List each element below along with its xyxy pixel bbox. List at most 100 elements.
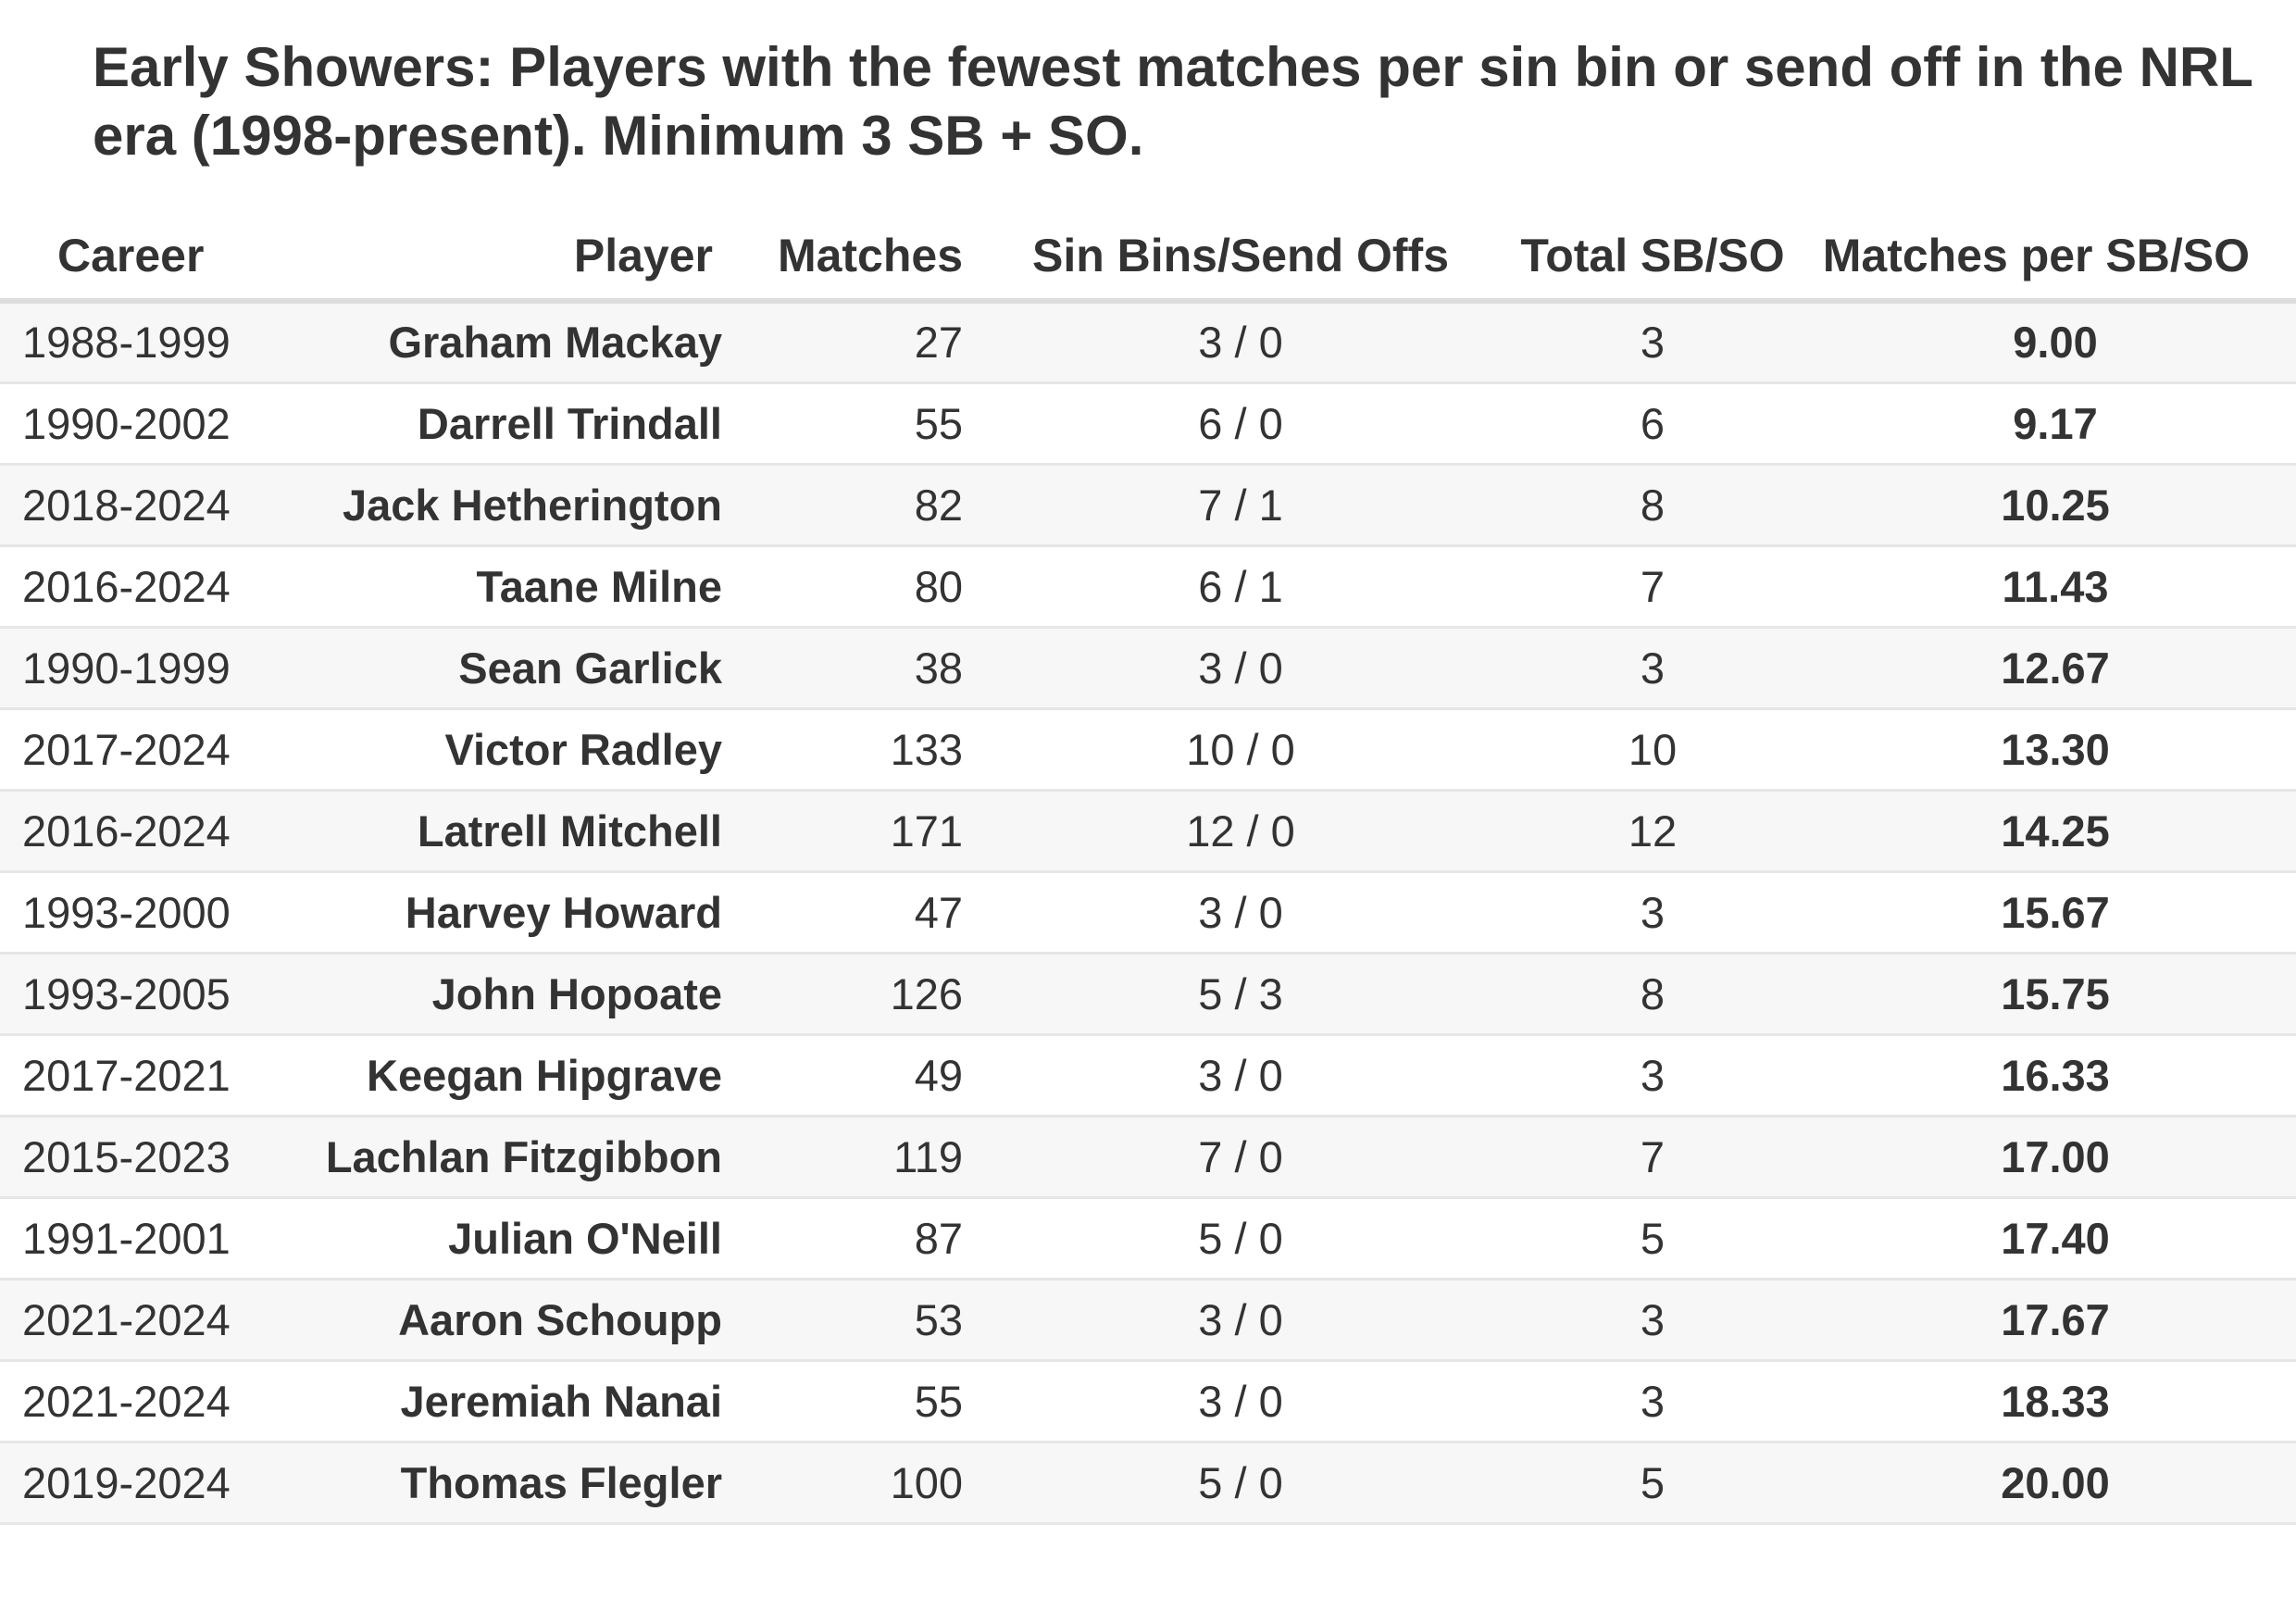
matches-cell: 87 — [914, 1213, 963, 1263]
total-sb-so-cell: 5 — [1640, 1457, 1666, 1507]
chart-title: Early Showers: Players with the fewest m… — [93, 33, 2259, 170]
career-cell: 2017-2021 — [22, 1050, 231, 1100]
career-cell: 1990-1999 — [22, 643, 231, 693]
career-cell: 1988-1999 — [22, 318, 231, 368]
career-cell: 2016-2024 — [22, 806, 231, 855]
matches-per-sb-so-cell: 17.67 — [2001, 1294, 2110, 1344]
matches-per-sb-so-cell: 20.00 — [2001, 1457, 2110, 1507]
column-header-total-sb-so: Total SB/SO — [1500, 213, 1805, 304]
total-sb-so-cell: 3 — [1640, 887, 1666, 937]
matches-per-sb-so-cell: 14.25 — [2001, 806, 2110, 855]
total-sb-so-cell: 3 — [1640, 1050, 1666, 1100]
sin-bins-send-offs-cell: 3 / 0 — [1198, 643, 1283, 693]
player-name-cell: Aaron Schoupp — [398, 1294, 722, 1344]
sin-bins-send-offs-cell: 3 / 0 — [1198, 1376, 1283, 1426]
matches-per-sb-so-cell: 17.40 — [2001, 1213, 2110, 1263]
total-sb-so-cell: 3 — [1640, 643, 1666, 693]
sin-bins-send-offs-cell: 6 / 0 — [1198, 398, 1283, 448]
matches-cell: 47 — [914, 887, 963, 937]
total-sb-so-cell: 8 — [1640, 480, 1666, 530]
player-name-cell: Latrell Mitchell — [417, 806, 722, 855]
table-header: Career Player Matches Sin Bins/Send Offs… — [0, 213, 2296, 304]
career-cell: 1993-2005 — [22, 968, 231, 1018]
career-cell: 2018-2024 — [22, 480, 231, 530]
total-sb-so-cell: 12 — [1628, 806, 1678, 855]
matches-cell: 133 — [890, 724, 963, 774]
total-sb-so-cell: 7 — [1640, 1131, 1666, 1181]
table-row: 2015-2023 Lachlan Fitzgibbon 119 7 / 0 7 17.0… — [0, 1116, 2296, 1197]
career-cell: 2017-2024 — [22, 724, 231, 774]
table-row: 1990-1999 Sean Garlick 38 3 / 0 3 12.67 — [0, 627, 2296, 708]
matches-cell: 53 — [914, 1294, 963, 1344]
table-row: 2017-2021 Keegan Hipgrave 49 3 / 0 3 16.33 — [0, 1034, 2296, 1116]
table-row: 2019-2024 Thomas Flegler 100 5 / 0 5 20.00 — [0, 1442, 2296, 1523]
player-name-cell: Taane Milne — [476, 561, 722, 611]
table-row: 1991-2001 Julian O'Neill 87 5 / 0 5 17.40 — [0, 1197, 2296, 1279]
matches-per-sb-so-cell: 12.67 — [2001, 643, 2110, 693]
column-header-sin-bins-send-offs: Sin Bins/Send Offs — [981, 213, 1500, 304]
matches-per-sb-so-cell: 10.25 — [2001, 480, 2110, 530]
player-name-cell: Sean Garlick — [458, 643, 722, 693]
table-row: 1990-2002 Darrell Trindall 55 6 / 0 6 9.17 — [0, 382, 2296, 464]
matches-cell: 49 — [914, 1050, 963, 1100]
total-sb-so-cell: 5 — [1640, 1213, 1666, 1263]
header-row: Career Player Matches Sin Bins/Send Offs… — [0, 213, 2296, 304]
sin-bins-send-offs-cell: 6 / 1 — [1198, 561, 1283, 611]
table-row: 2017-2024 Victor Radley 133 10 / 0 10 13.30 — [0, 708, 2296, 790]
total-sb-so-cell: 3 — [1640, 1376, 1666, 1426]
sin-bins-send-offs-cell: 10 / 0 — [1186, 724, 1295, 774]
matches-per-sb-so-cell: 16.33 — [2001, 1050, 2110, 1100]
matches-cell: 27 — [914, 318, 963, 368]
total-sb-so-cell: 8 — [1640, 968, 1666, 1018]
sin-bins-send-offs-cell: 5 / 0 — [1198, 1213, 1283, 1263]
career-cell: 2019-2024 — [22, 1457, 231, 1507]
career-cell: 2021-2024 — [22, 1294, 231, 1344]
matches-cell: 100 — [890, 1457, 963, 1507]
sin-bins-send-offs-cell: 3 / 0 — [1198, 1050, 1283, 1100]
data-table: Career Player Matches Sin Bins/Send Offs… — [0, 213, 2296, 1525]
career-cell: 2021-2024 — [22, 1376, 231, 1426]
matches-cell: 171 — [890, 806, 963, 855]
table-row: 2016-2024 Taane Milne 80 6 / 1 7 11.43 — [0, 545, 2296, 627]
sin-bins-send-offs-cell: 3 / 0 — [1198, 318, 1283, 368]
total-sb-so-cell: 10 — [1628, 724, 1678, 774]
matches-cell: 82 — [914, 480, 963, 530]
player-name-cell: Victor Radley — [444, 724, 722, 774]
matches-per-sb-so-cell: 9.17 — [2013, 398, 2098, 448]
sin-bins-send-offs-cell: 5 / 0 — [1198, 1457, 1283, 1507]
matches-per-sb-so-cell: 15.75 — [2001, 968, 2110, 1018]
matches-per-sb-so-cell: 17.00 — [2001, 1131, 2110, 1181]
matches-per-sb-so-cell: 18.33 — [2001, 1376, 2110, 1426]
player-name-cell: Keegan Hipgrave — [367, 1050, 722, 1100]
total-sb-so-cell: 3 — [1640, 318, 1666, 368]
sin-bins-send-offs-cell: 5 / 3 — [1198, 968, 1283, 1018]
table-row: 2018-2024 Jack Hetherington 82 7 / 1 8 10.25 — [0, 464, 2296, 545]
matches-per-sb-so-cell: 13.30 — [2001, 724, 2110, 774]
player-name-cell: Jeremiah Nanai — [400, 1376, 722, 1426]
table-row: 2021-2024 Jeremiah Nanai 55 3 / 0 3 18.33 — [0, 1360, 2296, 1442]
player-name-cell: John Hopoate — [431, 968, 722, 1018]
total-sb-so-cell: 3 — [1640, 1294, 1666, 1344]
chart-title-bold: Early Showers: — [93, 36, 494, 98]
player-name-cell: Graham Mackay — [388, 318, 722, 368]
column-header-matches-per-sb-so: Matches per SB/SO — [1805, 213, 2296, 304]
player-name-cell: Darrell Trindall — [417, 398, 722, 448]
total-sb-so-cell: 7 — [1640, 561, 1666, 611]
table-row: 1988-1999 Graham Mackay 27 3 / 0 3 9.00 — [0, 301, 2296, 382]
column-header-matches: Matches — [741, 213, 981, 304]
matches-cell: 55 — [914, 398, 963, 448]
matches-cell: 55 — [914, 1376, 963, 1426]
career-cell: 2015-2023 — [22, 1131, 231, 1181]
matches-cell: 119 — [893, 1131, 963, 1181]
career-cell: 1991-2001 — [22, 1213, 231, 1263]
matches-cell: 38 — [914, 643, 963, 693]
player-name-cell: Thomas Flegler — [400, 1457, 722, 1507]
table-body: 1988-1999 Graham Mackay 27 3 / 0 3 9.00 1990-2… — [0, 301, 2296, 1523]
matches-per-sb-so-cell: 15.67 — [2001, 887, 2110, 937]
player-name-cell: Jack Hetherington — [342, 480, 722, 530]
matches-per-sb-so-cell: 9.00 — [2013, 318, 2098, 368]
player-name-cell: Lachlan Fitzgibbon — [325, 1131, 722, 1181]
table-row: 1993-2005 John Hopoate 126 5 / 3 8 15.75 — [0, 953, 2296, 1034]
table-row: 1993-2000 Harvey Howard 47 3 / 0 3 15.67 — [0, 871, 2296, 953]
sin-bins-send-offs-cell: 3 / 0 — [1198, 1294, 1283, 1344]
